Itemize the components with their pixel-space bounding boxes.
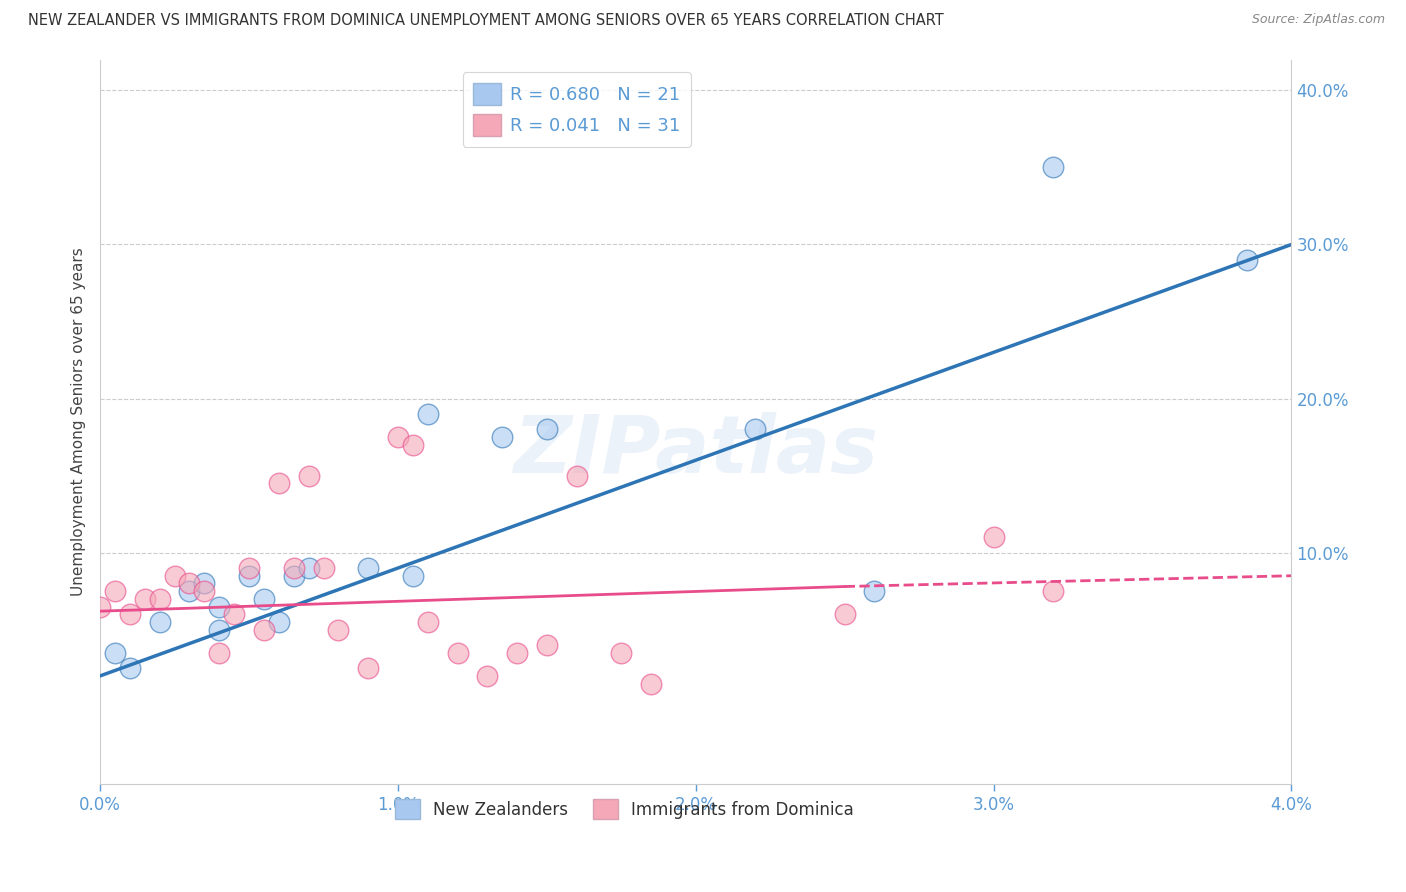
- Point: [312, 561, 335, 575]
- Point: [179, 584, 201, 599]
- Point: [253, 623, 276, 637]
- Point: [416, 407, 439, 421]
- Point: [179, 576, 201, 591]
- Point: [536, 422, 558, 436]
- Point: [163, 568, 186, 582]
- Point: [208, 599, 231, 614]
- Point: [834, 607, 856, 622]
- Point: [565, 468, 588, 483]
- Point: [387, 430, 409, 444]
- Point: [283, 561, 305, 575]
- Point: [208, 623, 231, 637]
- Point: [253, 591, 276, 606]
- Point: [744, 422, 766, 436]
- Point: [297, 468, 319, 483]
- Point: [610, 646, 633, 660]
- Point: [238, 561, 260, 575]
- Point: [283, 568, 305, 582]
- Point: [89, 599, 111, 614]
- Point: [1236, 252, 1258, 267]
- Point: [118, 607, 141, 622]
- Point: [536, 638, 558, 652]
- Text: ZIPatlas: ZIPatlas: [513, 411, 879, 490]
- Point: [416, 615, 439, 629]
- Point: [477, 669, 499, 683]
- Text: NEW ZEALANDER VS IMMIGRANTS FROM DOMINICA UNEMPLOYMENT AMONG SENIORS OVER 65 YEA: NEW ZEALANDER VS IMMIGRANTS FROM DOMINIC…: [28, 13, 943, 29]
- Point: [402, 438, 425, 452]
- Point: [104, 584, 127, 599]
- Y-axis label: Unemployment Among Seniors over 65 years: Unemployment Among Seniors over 65 years: [72, 247, 86, 596]
- Point: [193, 584, 215, 599]
- Point: [267, 476, 290, 491]
- Point: [402, 568, 425, 582]
- Text: Source: ZipAtlas.com: Source: ZipAtlas.com: [1251, 13, 1385, 27]
- Point: [193, 576, 215, 591]
- Legend: New Zealanders, Immigrants from Dominica: New Zealanders, Immigrants from Dominica: [388, 792, 860, 826]
- Point: [149, 615, 172, 629]
- Point: [224, 607, 246, 622]
- Point: [297, 561, 319, 575]
- Point: [208, 646, 231, 660]
- Point: [506, 646, 529, 660]
- Point: [491, 430, 513, 444]
- Point: [118, 661, 141, 675]
- Point: [357, 661, 380, 675]
- Point: [446, 646, 468, 660]
- Point: [328, 623, 350, 637]
- Point: [863, 584, 886, 599]
- Point: [1042, 584, 1064, 599]
- Point: [267, 615, 290, 629]
- Point: [238, 568, 260, 582]
- Point: [134, 591, 156, 606]
- Point: [357, 561, 380, 575]
- Point: [983, 530, 1005, 544]
- Point: [104, 646, 127, 660]
- Point: [1042, 161, 1064, 175]
- Point: [149, 591, 172, 606]
- Point: [640, 676, 662, 690]
